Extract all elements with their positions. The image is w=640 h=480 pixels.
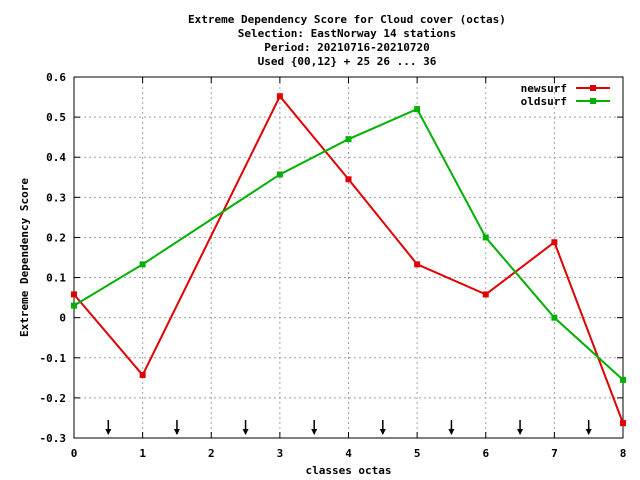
y-tick-label: -0.2 xyxy=(40,392,67,405)
x-tick-label: 8 xyxy=(620,447,627,460)
data-point-oldsurf xyxy=(276,171,283,178)
data-point-oldsurf xyxy=(482,234,489,241)
legend-swatch-marker xyxy=(590,98,596,104)
down-arrow-icon xyxy=(242,420,249,435)
down-arrow-icon xyxy=(585,420,592,435)
x-axis-ticks: 0 1 2 3 4 5 6 7 8 xyxy=(71,77,627,460)
data-point-newsurf xyxy=(620,420,626,427)
legend-label: newsurf xyxy=(521,82,567,95)
data-point-newsurf xyxy=(551,239,558,246)
y-tick-label: 0.6 xyxy=(46,71,66,84)
data-point-newsurf xyxy=(414,261,421,268)
down-arrow-icon xyxy=(105,420,112,435)
title-line: Extreme Dependency Score for Cloud cover… xyxy=(188,13,506,26)
legend-label: oldsurf xyxy=(521,95,567,108)
x-tick-label: 6 xyxy=(482,447,489,460)
data-point-oldsurf xyxy=(414,106,421,113)
y-tick-label: 0.4 xyxy=(46,151,66,164)
x-tick-label: 7 xyxy=(551,447,558,460)
x-tick-label: 4 xyxy=(345,447,352,460)
x-axis-label: classes octas xyxy=(305,464,391,477)
down-arrow-icon xyxy=(311,420,318,435)
data-point-oldsurf xyxy=(71,302,77,309)
data-point-newsurf xyxy=(139,372,146,379)
x-tick-label: 1 xyxy=(139,447,146,460)
y-tick-label: 0.5 xyxy=(46,111,66,124)
y-tick-label: 0.3 xyxy=(46,191,66,204)
y-tick-label: 0.2 xyxy=(46,231,66,244)
y-tick-label: 0.1 xyxy=(46,272,66,285)
y-tick-label: -0.1 xyxy=(40,352,67,365)
data-point-newsurf xyxy=(345,176,352,183)
data-point-oldsurf xyxy=(345,136,352,143)
down-arrow-icon xyxy=(173,420,180,435)
title-line: Selection: EastNorway 14 stations xyxy=(238,27,457,40)
chart-title: Extreme Dependency Score for Cloud cover… xyxy=(188,13,506,68)
x-tick-label: 0 xyxy=(71,447,78,460)
legend-swatch-marker xyxy=(590,85,596,91)
x-tick-label: 3 xyxy=(277,447,284,460)
down-arrow-icon xyxy=(379,420,386,435)
data-point-newsurf xyxy=(71,291,77,298)
data-point-oldsurf xyxy=(620,376,626,383)
class-boundary-arrows xyxy=(105,420,592,435)
series xyxy=(71,93,626,427)
title-line: Used {00,12} + 25 26 ... 36 xyxy=(258,55,437,68)
x-tick-label: 5 xyxy=(414,447,421,460)
down-arrow-icon xyxy=(448,420,455,435)
series-line-newsurf xyxy=(73,94,624,424)
series-line-oldsurf xyxy=(73,107,624,381)
y-tick-label: -0.3 xyxy=(40,432,67,445)
y-axis-label: Extreme Dependency Score xyxy=(18,178,31,337)
down-arrow-icon xyxy=(517,420,524,435)
data-point-oldsurf xyxy=(139,261,146,268)
grid xyxy=(74,77,623,438)
y-tick-label: 0 xyxy=(59,312,66,325)
data-point-newsurf xyxy=(276,93,283,100)
data-point-oldsurf xyxy=(551,314,558,321)
title-line: Period: 20210716-20210720 xyxy=(264,41,430,54)
y-axis-ticks: -0.3 -0.2 -0.1 0 0.1 0.2 0.3 0.4 0.5 0.6 xyxy=(40,71,623,445)
x-tick-label: 2 xyxy=(208,447,215,460)
data-point-newsurf xyxy=(482,291,489,298)
